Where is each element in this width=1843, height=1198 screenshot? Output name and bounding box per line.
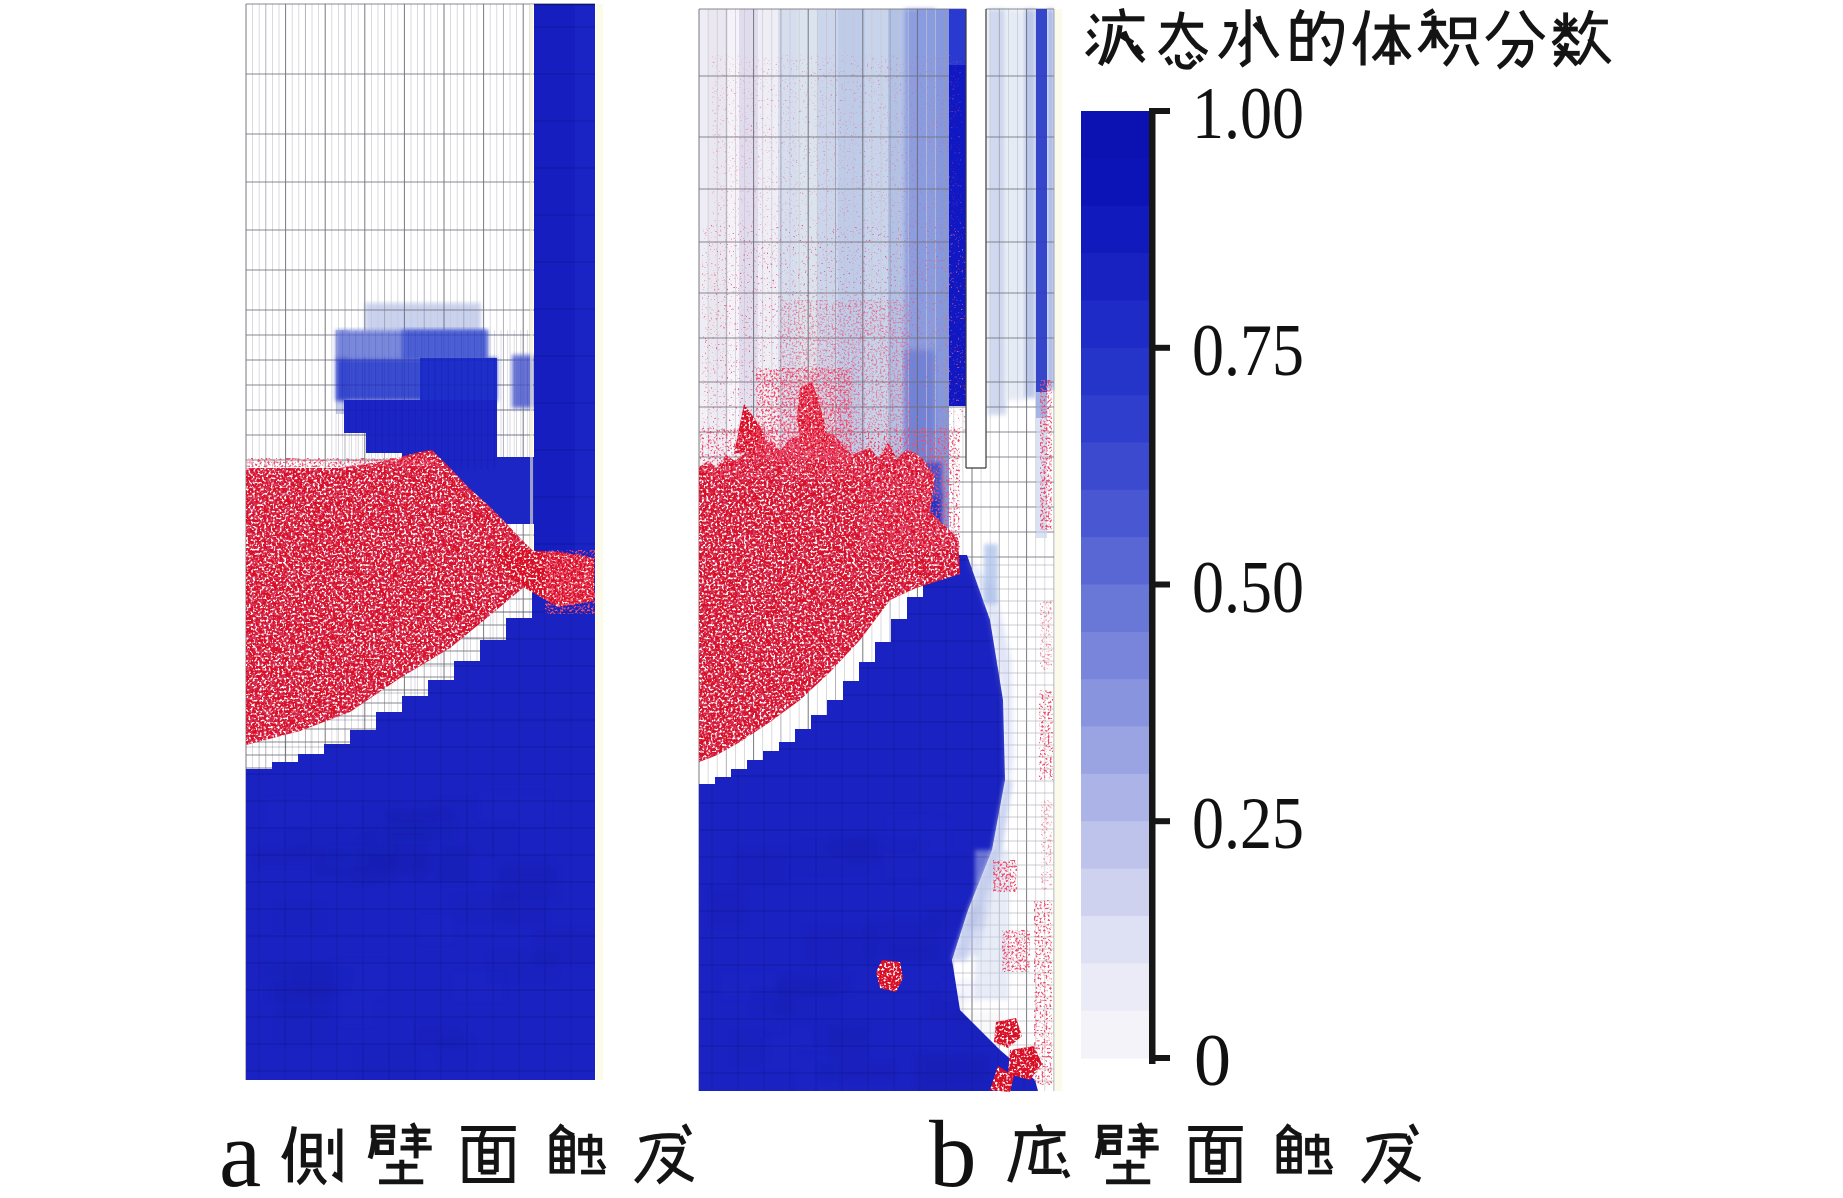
- svg-text:0.75: 0.75: [1192, 310, 1304, 392]
- svg-text:1.00: 1.00: [1192, 73, 1304, 155]
- svg-text:b: b: [929, 1101, 977, 1198]
- svg-text:0.50: 0.50: [1192, 547, 1304, 629]
- svg-text:0.25: 0.25: [1192, 783, 1304, 865]
- svg-text:a: a: [219, 1101, 261, 1198]
- svg-text:0: 0: [1194, 1020, 1231, 1102]
